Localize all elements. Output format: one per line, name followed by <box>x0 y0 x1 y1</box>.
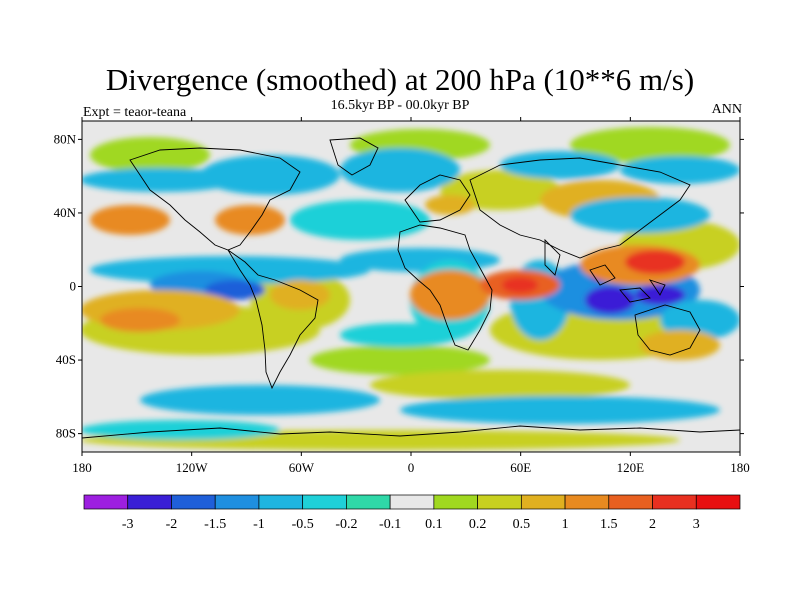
colorbar-swatch <box>83 494 129 510</box>
colorbar-swatch <box>258 494 304 510</box>
lon-tick-label: 120W <box>176 460 209 475</box>
plot-title: Divergence (smoothed) at 200 hPa (10**6 … <box>105 62 695 97</box>
lon-tick-label: 60E <box>510 460 531 475</box>
colorbar-swatch <box>346 494 391 510</box>
colorbar-swatch <box>302 494 347 510</box>
colorbar-swatch <box>695 494 741 510</box>
colorbar-label: 0.2 <box>469 517 487 532</box>
colorbar-label: 1.5 <box>600 517 618 532</box>
latitude-axis: 80N 40N 0 40S 80S <box>54 131 744 441</box>
lat-tick-label: 80N <box>54 131 77 146</box>
season-label: ANN <box>711 102 742 117</box>
colorbar-swatch <box>564 494 610 510</box>
colorbar-label: -0.2 <box>335 517 357 532</box>
lon-tick-label: 180 <box>730 460 750 475</box>
colorbar-label: -1.5 <box>204 517 226 532</box>
lat-tick-label: 80S <box>56 426 76 441</box>
colorbar: -3 -2 -1.5 -1 -0.5 -0.2 -0.1 0.1 0.2 0.5 1 1.5 2 3 <box>83 494 741 532</box>
divergence-field <box>82 121 740 452</box>
colorbar-swatch <box>652 494 697 510</box>
colorbar-label: -0.5 <box>292 517 314 532</box>
longitude-axis: 180 120W 60W 0 60E 120E 180 <box>72 117 750 475</box>
lon-tick-label: 120E <box>617 460 645 475</box>
experiment-label: Expt = teaor-teana <box>83 105 187 120</box>
coastlines <box>82 137 740 439</box>
lon-tick-label: 0 <box>408 460 415 475</box>
lat-tick-label: 40S <box>56 352 76 367</box>
colorbar-label: -0.1 <box>379 517 401 532</box>
lat-tick-label: 40N <box>54 205 77 220</box>
colorbar-swatch <box>608 494 653 510</box>
colorbar-swatch <box>171 494 216 510</box>
colorbar-label: -2 <box>166 517 178 532</box>
colorbar-swatch <box>520 494 566 510</box>
colorbar-swatch <box>477 494 522 510</box>
colorbar-label: 0.1 <box>425 517 443 532</box>
colorbar-label: 3 <box>693 517 700 532</box>
colorbar-label: 2 <box>649 517 656 532</box>
period-label: 16.5kyr BP - 00.0kyr BP <box>330 98 470 113</box>
colorbar-label: 1 <box>562 517 569 532</box>
lon-tick-label: 60W <box>289 460 315 475</box>
colorbar-label: -1 <box>253 517 265 532</box>
colorbar-swatch <box>433 494 478 510</box>
colorbar-swatch <box>214 494 260 510</box>
lat-tick-label: 0 <box>70 279 77 294</box>
colorbar-swatch <box>127 494 172 510</box>
colorbar-swatch <box>389 494 435 510</box>
colorbar-label: -3 <box>122 517 134 532</box>
colorbar-label: 0.5 <box>513 517 531 532</box>
lon-tick-label: 180 <box>72 460 92 475</box>
